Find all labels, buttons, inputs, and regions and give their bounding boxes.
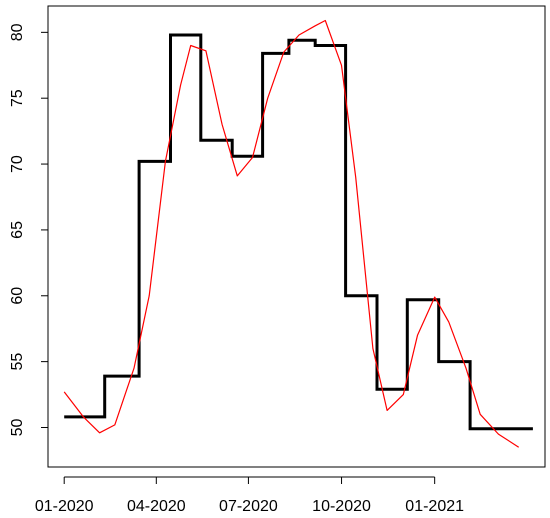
y-tick-label: 75 xyxy=(9,89,26,107)
y-tick-label: 80 xyxy=(9,23,26,41)
x-tick-label: 10-2020 xyxy=(312,498,371,515)
x-tick-label: 01-2020 xyxy=(35,498,94,515)
x-axis: 01-2020 04-2020 07-2020 10-2020 01-2021 xyxy=(35,476,464,515)
y-tick-label: 55 xyxy=(9,353,26,371)
y-axis: 50 55 60 65 70 75 80 xyxy=(9,23,48,436)
smooth-series-line xyxy=(63,19,520,448)
y-tick-label: 65 xyxy=(9,221,26,239)
x-tick-label: 07-2020 xyxy=(219,498,278,515)
y-tick-label: 70 xyxy=(9,155,26,173)
x-tick-label: 01-2021 xyxy=(405,498,464,515)
plot-frame xyxy=(47,5,546,468)
x-tick-label: 04-2020 xyxy=(127,498,186,515)
step-series-line xyxy=(64,33,533,431)
y-tick-label: 60 xyxy=(9,287,26,305)
y-tick-label: 50 xyxy=(9,418,26,436)
series-layer xyxy=(63,19,533,448)
